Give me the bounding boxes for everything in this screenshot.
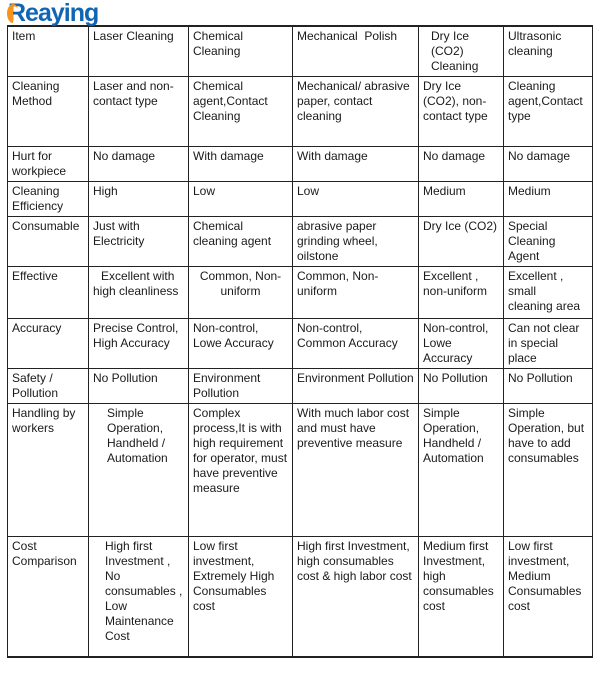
cell-laser: Excellent with high cleanliness [88,266,189,319]
row-label: Accuracy [7,318,89,369]
logo-text: Reaying [8,0,99,27]
cell-dry-ice: Non-control, Lowe Accuracy [418,318,504,369]
row-handling-by-workers: Handling by workers Simple Operation, Ha… [7,403,593,537]
header-mechanical-polish: Mechanical Polish [292,25,419,77]
cell-chemical: Non-control, Lowe Accuracy [188,318,293,369]
header-item: Item [7,25,89,77]
cell-mechanical: abrasive paper grinding wheel, oilstone [292,216,419,267]
row-label: Effective [7,266,89,319]
cell-chemical: Common, Non-uniform [188,266,293,319]
cell-ultrasonic: No Pollution [503,368,593,404]
cell-dry-ice: Medium [418,181,504,217]
cell-chemical: With damage [188,146,293,182]
cell-laser: High [88,181,189,217]
cell-ultrasonic: Cleaning agent,Contact type [503,76,593,147]
row-safety-pollution: Safety / Pollution No Pollution Environm… [7,368,593,404]
row-accuracy: Accuracy Precise Control, High Accuracy … [7,318,593,369]
row-label: Hurt for workpiece [7,146,89,182]
cell-laser: Precise Control, High Accuracy [88,318,189,369]
cell-mechanical: Common, Non-uniform [292,266,419,319]
cell-laser: Laser and non-contact type [88,76,189,147]
row-consumable: Consumable Just with Electricity Chemica… [7,216,593,267]
cell-chemical: Low first investment, Extremely High Con… [188,536,293,657]
cell-chemical: Chemical cleaning agent [188,216,293,267]
cell-dry-ice: Dry Ice (CO2), non-contact type [418,76,504,147]
cell-ultrasonic: Excellent , small cleaning area [503,266,593,319]
cell-dry-ice: No damage [418,146,504,182]
cell-ultrasonic: Low first investment, Medium Consumables… [503,536,593,657]
cell-mechanical: High first Investment, high consumables … [292,536,419,657]
cell-dry-ice: Dry Ice (CO2) [418,216,504,267]
row-label: Cost Comparison [7,536,89,657]
row-cost-comparison: Cost Comparison High first Investment , … [7,536,593,657]
reaying-logo: Reaying [7,0,99,27]
row-label: Cleaning Efficiency [7,181,89,217]
cell-laser: Just with Electricity [88,216,189,267]
table-header-row: Item Laser Cleaning Chemical Cleaning Me… [7,25,593,77]
cell-mechanical: Environment Pollution [292,368,419,404]
cell-chemical: Low [188,181,293,217]
header-dry-ice-cleaning: Dry Ice (CO2) Cleaning [418,25,504,77]
cell-ultrasonic: Can not clear in special place [503,318,593,369]
header-chemical-cleaning: Chemical Cleaning [188,25,293,77]
cell-laser: No Pollution [88,368,189,404]
cell-laser: No damage [88,146,189,182]
cell-mechanical: Mechanical/ abrasive paper, contact clea… [292,76,419,147]
cell-laser: Simple Operation, Handheld / Automation [88,403,189,537]
row-hurt-for-workpiece: Hurt for workpiece No damage With damage… [7,146,593,182]
logo-swoosh-icon [7,4,19,23]
row-label: Safety / Pollution [7,368,89,404]
row-cleaning-efficiency: Cleaning Efficiency High Low Low Medium … [7,181,593,217]
row-label: Consumable [7,216,89,267]
cell-ultrasonic: Special Cleaning Agent [503,216,593,267]
cell-dry-ice: Medium first Investment, high consumable… [418,536,504,657]
header-laser-cleaning: Laser Cleaning [88,25,189,77]
row-label: Cleaning Method [7,76,89,147]
row-cleaning-method: Cleaning Method Laser and non-contact ty… [7,76,593,147]
cell-chemical: Complex process,It is with high requirem… [188,403,293,537]
comparison-table: Item Laser Cleaning Chemical Cleaning Me… [7,25,593,658]
cell-ultrasonic: Simple Operation, but have to add consum… [503,403,593,537]
cell-mechanical: With damage [292,146,419,182]
cell-mechanical: With much labor cost and must have preve… [292,403,419,537]
cell-ultrasonic: No damage [503,146,593,182]
cell-ultrasonic: Medium [503,181,593,217]
header-ultrasonic-cleaning: Ultrasonic cleaning [503,25,593,77]
cell-mechanical: Low [292,181,419,217]
cell-chemical: Chemical agent,Contact Cleaning [188,76,293,147]
row-label: Handling by workers [7,403,89,537]
cell-mechanical: Non-control, Common Accuracy [292,318,419,369]
row-effective: Effective Excellent with high cleanlines… [7,266,593,319]
cell-dry-ice: No Pollution [418,368,504,404]
cell-dry-ice: Simple Operation, Handheld / Automation [418,403,504,537]
cell-chemical: Environment Pollution [188,368,293,404]
cell-dry-ice: Excellent , non-uniform [418,266,504,319]
cell-laser: High first Investment , No consumables ,… [88,536,189,657]
